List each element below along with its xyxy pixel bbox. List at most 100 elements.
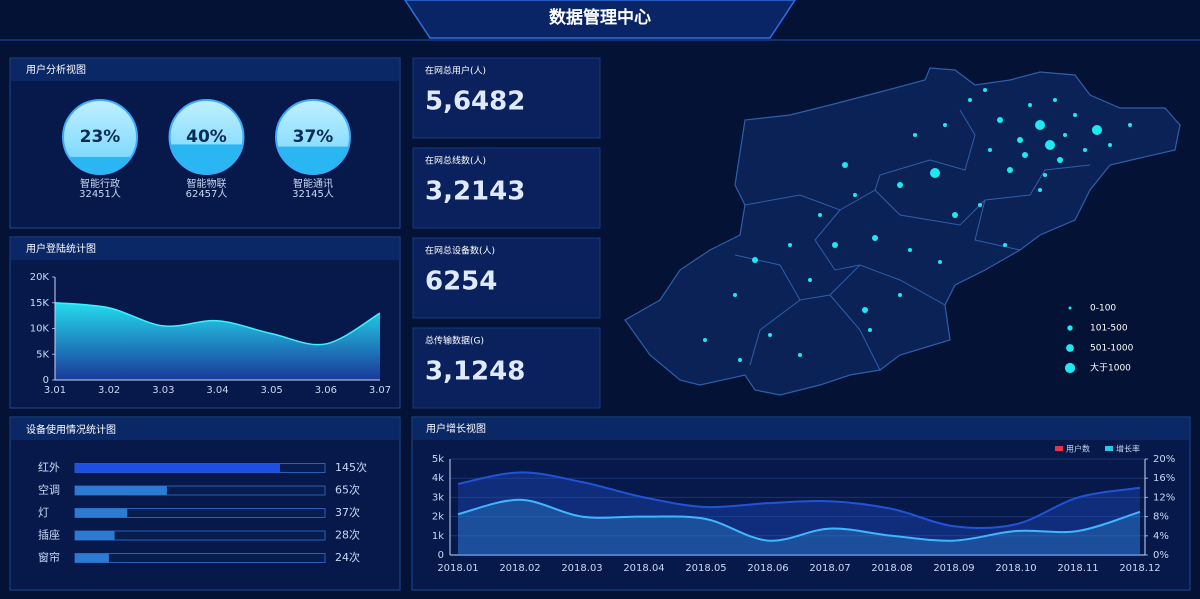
map-dot <box>842 162 848 168</box>
header-banner <box>404 0 796 39</box>
map-dot <box>1022 152 1028 158</box>
map-dot <box>898 293 902 297</box>
panel-header <box>11 59 399 81</box>
y2-tick-label: 12% <box>1153 492 1175 503</box>
panel-title: 用户登陆统计图 <box>26 242 96 255</box>
map-dot <box>872 235 878 241</box>
gauge-count: 32145人 <box>292 188 334 200</box>
x-tick-label: 2018.05 <box>685 563 726 574</box>
map-dot <box>913 133 917 137</box>
map-dot <box>930 168 940 178</box>
map-dot <box>1128 123 1132 127</box>
map-dot <box>1053 98 1057 102</box>
gauge-name: 智能通讯 <box>293 177 333 190</box>
map-dot <box>938 260 942 264</box>
legend-dot <box>1064 362 1076 374</box>
bar-label: 窗帘 <box>38 550 60 564</box>
y-tick-label: 4k <box>432 473 444 484</box>
map-dot <box>1017 137 1023 143</box>
map-dot <box>1045 140 1055 150</box>
map-dot <box>968 98 972 102</box>
legend-label: 501-1000 <box>1090 344 1134 354</box>
x-tick-label: 3.07 <box>369 385 391 396</box>
bar <box>75 463 280 473</box>
x-tick-label: 2018.03 <box>561 563 602 574</box>
x-tick-label: 3.02 <box>98 385 120 396</box>
x-tick-label: 3.06 <box>315 385 337 396</box>
y-tick-label: 15K <box>30 298 50 309</box>
map-dot <box>808 278 812 282</box>
bar <box>75 486 167 495</box>
map-dot <box>1007 167 1013 173</box>
y-tick-label: 1k <box>432 531 444 542</box>
legend-label: 101-500 <box>1090 324 1128 334</box>
legend-label: 用户数 <box>1066 444 1090 454</box>
map-dot <box>1108 143 1112 147</box>
x-tick-label: 2018.09 <box>933 563 974 574</box>
bar-track <box>74 553 326 563</box>
gauge-count: 32451人 <box>79 188 121 200</box>
x-tick-label: 2018.06 <box>747 563 788 574</box>
stat-card <box>412 57 601 139</box>
x-tick-label: 2018.07 <box>809 563 850 574</box>
area-line <box>54 302 381 346</box>
map-dot <box>733 293 737 297</box>
panel-title: 设备使用情况统计图 <box>26 423 116 436</box>
panel-header <box>11 418 399 440</box>
series-line <box>457 471 1141 529</box>
map-dot <box>983 88 987 92</box>
stat-label: 在网总设备数(人) <box>425 245 495 257</box>
stat-value: 3,2143 <box>425 177 525 207</box>
bar-label: 灯 <box>38 506 49 519</box>
gauge-value: 40% <box>186 127 227 147</box>
map-dot <box>1038 188 1042 192</box>
map-dot <box>1063 133 1067 137</box>
gauge-value: 23% <box>80 127 121 147</box>
bar-label: 空调 <box>38 483 60 497</box>
x-tick-label: 2018.01 <box>437 563 478 574</box>
region-borders <box>734 109 1091 371</box>
legend-dot <box>1068 306 1072 310</box>
x-tick-label: 2018.10 <box>995 563 1036 574</box>
map-dot <box>862 307 868 313</box>
x-tick-label: 2018.11 <box>1057 563 1098 574</box>
stat-value: 5,6482 <box>425 87 525 117</box>
map: 0-100 101-500 501-1000 大于1000 <box>624 67 1181 396</box>
legend-dot <box>1067 325 1073 331</box>
gauge-count: 62457人 <box>186 188 228 200</box>
map-dot <box>897 182 903 188</box>
y-tick-label: 0 <box>43 375 49 386</box>
legend-swatch <box>1055 446 1063 451</box>
legend-label: 增长率 <box>1116 444 1140 454</box>
bar <box>75 531 115 540</box>
x-tick-label: 2018.12 <box>1119 563 1160 574</box>
gauge-name: 智能行政 <box>80 177 120 190</box>
x-tick-label: 2018.02 <box>499 563 540 574</box>
stat-card <box>412 237 601 319</box>
x-tick-label: 2018.08 <box>871 563 912 574</box>
y-tick-label: 2k <box>432 512 444 523</box>
area-fill <box>55 302 380 380</box>
bar-label: 插座 <box>38 528 60 542</box>
series-area <box>458 472 1140 555</box>
stat-card <box>412 327 601 409</box>
y2-tick-label: 0% <box>1153 550 1169 561</box>
gauge-name: 智能物联 <box>187 177 227 190</box>
x-tick-label: 3.01 <box>44 385 66 396</box>
map-dot <box>1043 173 1047 177</box>
map-dot <box>798 353 802 357</box>
map-dot <box>752 257 758 263</box>
y-tick-label: 20K <box>30 272 50 283</box>
map-dot <box>997 117 1003 123</box>
map-dot <box>943 123 947 127</box>
panel-title: 用户增长视图 <box>426 422 486 435</box>
map-dot <box>1035 120 1045 130</box>
panel <box>9 416 401 591</box>
legend-swatch <box>1105 446 1113 451</box>
x-tick-label: 3.03 <box>152 385 174 396</box>
map-dot <box>868 328 872 332</box>
x-tick-label: 2018.04 <box>623 563 664 574</box>
series-area <box>458 499 1140 555</box>
bar-value: 37次 <box>335 505 360 519</box>
